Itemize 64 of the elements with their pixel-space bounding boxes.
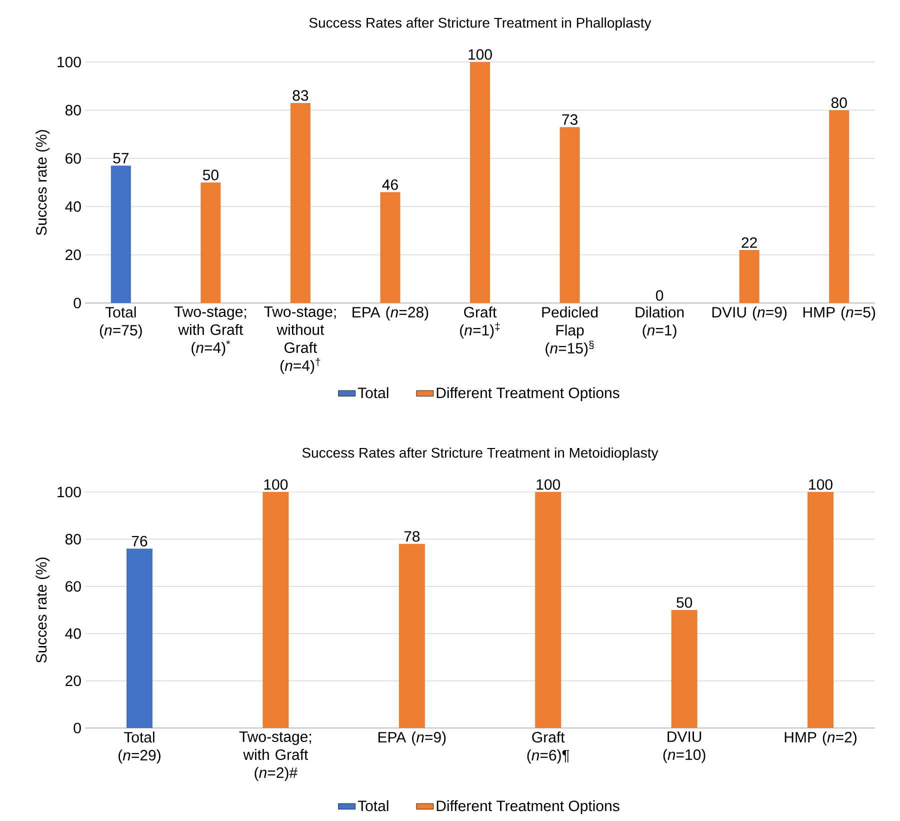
data-label: 46 [382, 179, 398, 190]
data-label: 80 [831, 97, 847, 108]
y-axis-title: Succes rate (%) [36, 558, 50, 663]
data-label: 76 [132, 536, 148, 546]
x-tick-label: Two-stage; with Graft (n=4)$^{*}$ [174, 306, 246, 356]
y-tick-label: 40 [65, 201, 81, 212]
x-tick-label: Graft (n=6)¶ [527, 732, 570, 764]
x-tick-label: EPA (n=28) [352, 306, 428, 320]
data-label: 100 [264, 479, 288, 490]
bar [829, 110, 850, 303]
x-tick-label: HMP (n=5) [803, 306, 876, 320]
x-tick-label: Total (n=29) [118, 732, 160, 764]
y-tick-label: 0 [74, 722, 81, 734]
x-tick-label: Two-stage; with Graft (n=2)# [239, 732, 312, 781]
data-label: 100 [536, 479, 560, 490]
bar [535, 492, 562, 728]
data-label: 50 [676, 597, 692, 608]
bar [200, 182, 221, 303]
data-label: 50 [202, 170, 218, 180]
y-tick-label: 0 [74, 298, 81, 308]
x-tick-label: Graft (n=1)$^{‡}$ [460, 306, 500, 338]
bar [398, 544, 425, 728]
data-label: 100 [809, 479, 832, 490]
bar [671, 610, 698, 728]
data-label: 22 [742, 237, 757, 248]
x-tick-label: Total (n=75) [100, 306, 142, 338]
data-label: 83 [292, 90, 308, 101]
bar [126, 548, 152, 728]
y-tick-label: 100 [58, 486, 81, 498]
bar [470, 62, 490, 303]
bar [262, 492, 289, 728]
chart-title: Success Rates after Stricture Treatment in Metoidioplasty [302, 447, 658, 461]
bar [560, 127, 580, 303]
x-tick-label: EPA (n=9) [378, 732, 446, 746]
legend-label: Total [358, 800, 388, 812]
y-tick-label: 60 [66, 153, 81, 164]
y-tick-label: 100 [58, 56, 81, 68]
y-axis-title: Succes rate (%) [36, 130, 50, 236]
x-tick-label: DVIU (n=10) [663, 732, 706, 763]
y-tick-label: 20 [66, 249, 81, 260]
data-label: 0 [656, 290, 664, 301]
y-tick-label: 60 [66, 581, 81, 592]
data-label: 100 [468, 49, 492, 60]
legend-label: Total [358, 387, 388, 398]
legend-label: Different Treatment Options [436, 387, 620, 402]
y-tick-label: 40 [65, 628, 81, 639]
data-label: 57 [113, 152, 129, 164]
bar [380, 192, 400, 303]
legend-label: Different Treatment Options [436, 800, 620, 814]
x-tick-label: Dilation (n=1) [636, 306, 684, 338]
bar [739, 250, 760, 303]
x-tick-label: Pedicled Flap (n=15)$^{§}$ [542, 306, 598, 356]
y-tick-label: 80 [65, 104, 81, 116]
bar [290, 102, 310, 303]
x-tick-label: HMP (n=2) [784, 732, 856, 746]
bar [110, 166, 131, 303]
x-tick-label: Two-stage; without Graft (n=4)$^{†}$ [264, 306, 336, 374]
bar [808, 492, 834, 728]
x-tick-label: DVIU (n=9) [712, 306, 787, 320]
data-label: 73 [562, 114, 578, 125]
chart-title: Success Rates after Stricture Treatment in Phalloplasty [309, 17, 652, 31]
data-label: 78 [404, 531, 420, 542]
y-tick-label: 20 [66, 676, 81, 686]
y-tick-label: 80 [65, 534, 81, 545]
